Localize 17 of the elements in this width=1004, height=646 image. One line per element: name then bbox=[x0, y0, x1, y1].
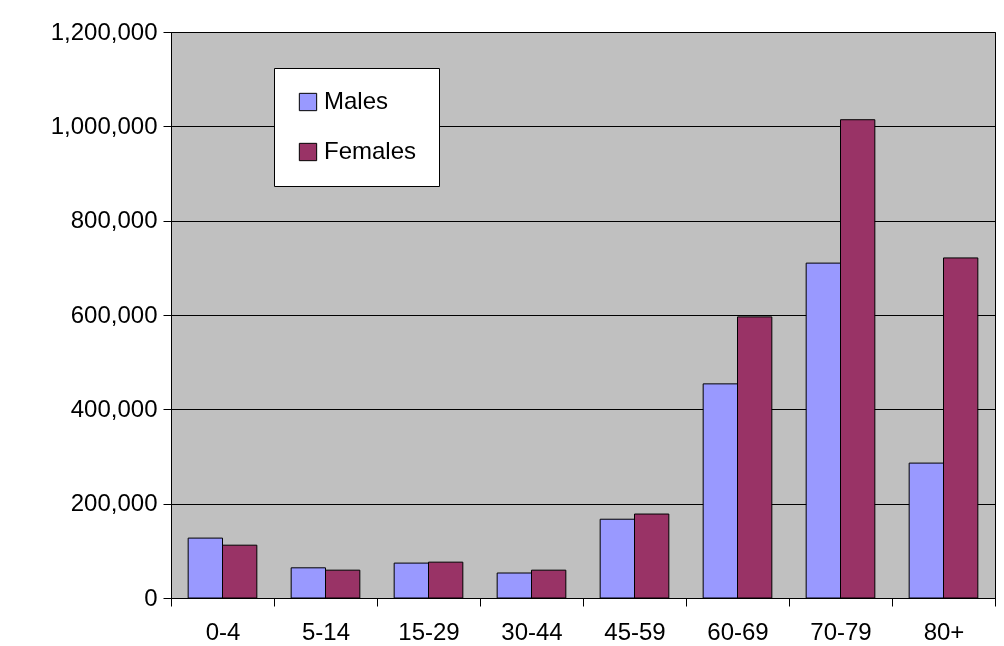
y-tick-label: 400,000 bbox=[70, 394, 158, 422]
y-tick-label: 1,000,000 bbox=[50, 111, 158, 139]
x-tick-label: 80+ bbox=[923, 617, 965, 645]
legend-label: Females bbox=[324, 137, 417, 164]
legend-label: Males bbox=[324, 87, 389, 114]
x-tick-label: 60-69 bbox=[707, 617, 769, 645]
x-tick-label: 70-79 bbox=[810, 617, 872, 645]
x-tick-label: 5-14 bbox=[301, 617, 351, 645]
y-tick-label: 200,000 bbox=[70, 489, 158, 517]
x-tick-label: 0-4 bbox=[205, 617, 241, 645]
x-tick-label: 15-29 bbox=[398, 617, 460, 645]
y-tick-label: 600,000 bbox=[70, 300, 158, 328]
y-tick-label: 1,200,000 bbox=[50, 17, 158, 45]
y-tick-label: 0 bbox=[144, 583, 158, 611]
x-tick-label: 30-44 bbox=[501, 617, 563, 645]
y-tick-label: 800,000 bbox=[70, 206, 158, 234]
x-tick-label: 45-59 bbox=[604, 617, 666, 645]
